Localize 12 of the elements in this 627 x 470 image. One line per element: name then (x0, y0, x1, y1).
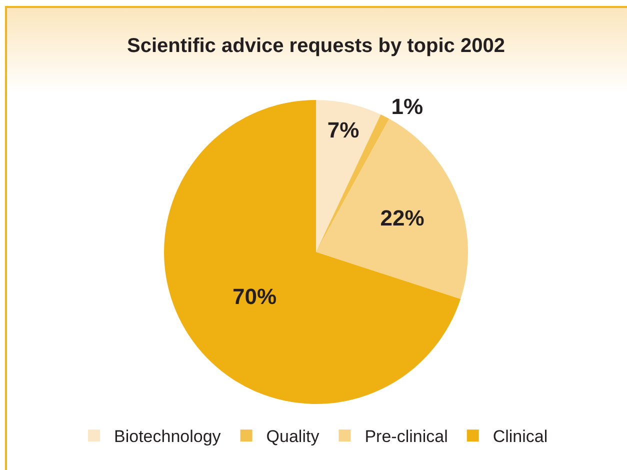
data-label: 22% (380, 205, 424, 230)
data-label: 7% (327, 118, 360, 143)
pie-slice (316, 100, 381, 252)
pie-slice (316, 118, 468, 299)
data-label: 70% (232, 284, 277, 310)
legend-label: Quality (266, 427, 320, 446)
pie-slice (164, 100, 461, 404)
legend-label: Pre-clinical (364, 427, 448, 446)
chart-title: Scientific advice requests by topic 2002 (127, 35, 505, 57)
legend-label: Clinical (492, 427, 548, 446)
legend-label: Biotechnology (114, 427, 222, 446)
data-label: 1% (391, 94, 424, 120)
